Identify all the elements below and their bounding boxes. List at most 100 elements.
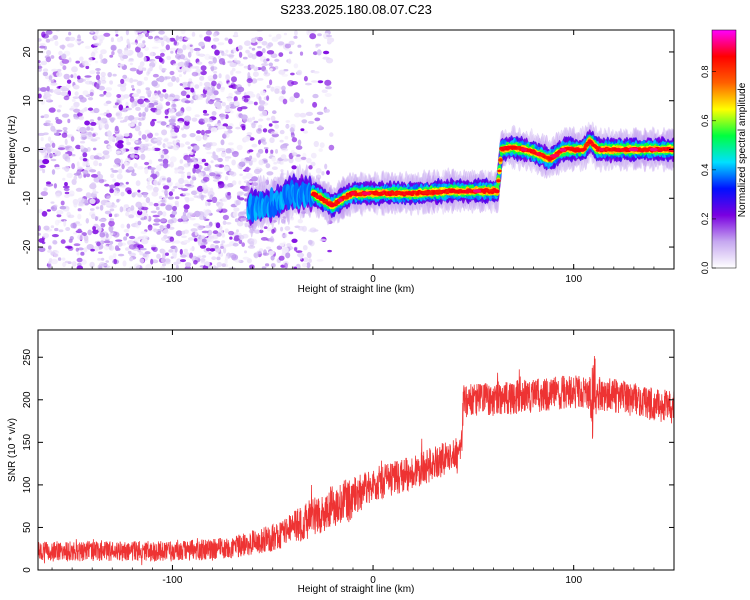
noise-speckle: [137, 42, 145, 48]
ridge-peak: [327, 203, 337, 207]
noise-speckle: [153, 186, 159, 193]
noise-speckle: [285, 252, 291, 259]
noise-speckle: [97, 174, 104, 180]
noise-speckle: [159, 96, 164, 102]
noise-speckle: [312, 51, 318, 56]
noise-speckle: [53, 88, 61, 95]
ridge-peak: [570, 147, 577, 152]
noise-speckle: [212, 234, 219, 239]
noise-speckle: [118, 104, 124, 111]
noise-speckle: [258, 104, 265, 112]
noise-speckle: [109, 184, 117, 189]
noise-speckle: [76, 223, 82, 226]
noise-speckle: [168, 108, 175, 114]
colorbar: 0.00.20.40.60.8 Normalized spectral ampl…: [700, 29, 748, 274]
noise-speckle: [157, 210, 163, 216]
noise-speckle: [201, 184, 208, 191]
noise-speckle: [310, 161, 316, 167]
noise-speckle: [233, 100, 240, 106]
noise-speckle: [106, 112, 112, 118]
y-tick-label: 200: [22, 391, 33, 408]
noise-speckle: [112, 178, 116, 183]
noise-speckle: [203, 167, 211, 172]
noise-speckle: [59, 205, 67, 210]
noise-speckle: [148, 159, 153, 165]
noise-speckle: [129, 77, 134, 84]
noise-speckle: [193, 160, 198, 165]
noise-speckle: [326, 170, 330, 176]
noise-speckle: [194, 231, 198, 236]
noise-speckle: [95, 74, 101, 81]
noise-speckle: [153, 228, 159, 233]
noise-speckle: [278, 69, 286, 75]
noise-speckle: [50, 201, 55, 204]
noise-speckle: [98, 162, 102, 167]
noise-speckle: [125, 211, 130, 217]
noise-speckle: [189, 217, 196, 221]
noise-speckle: [75, 247, 79, 252]
noise-speckle: [264, 69, 268, 75]
noise-speckle: [303, 257, 309, 263]
noise-speckle: [164, 76, 168, 81]
y-tick-label: 0: [22, 567, 33, 573]
noise-speckle: [261, 266, 267, 269]
noise-speckle: [174, 127, 180, 133]
noise-speckle: [96, 83, 100, 90]
noise-speckle: [263, 147, 269, 150]
noise-speckle: [139, 96, 146, 99]
noise-speckle: [197, 240, 204, 247]
noise-speckle: [141, 202, 147, 207]
noise-speckle: [262, 128, 268, 133]
noise-speckle: [49, 37, 54, 42]
noise-speckle: [284, 135, 289, 140]
noise-speckle: [64, 165, 70, 172]
noise-speckle: [180, 259, 186, 263]
noise-speckle: [228, 38, 233, 45]
noise-speckle: [70, 136, 75, 142]
noise-speckle: [293, 92, 300, 99]
noise-speckle: [123, 229, 130, 233]
noise-speckle: [261, 63, 269, 67]
noise-speckle: [207, 235, 214, 242]
noise-speckle: [135, 46, 141, 53]
noise-speckle: [212, 179, 220, 182]
snr-xlabel: Height of straight line (km): [298, 584, 415, 595]
noise-speckle: [93, 46, 99, 51]
noise-speckle: [95, 30, 99, 34]
noise-speckle: [327, 37, 335, 43]
x-tick-label: -100: [162, 274, 182, 285]
y-tick-label: 100: [22, 476, 33, 493]
noise-speckle: [216, 232, 222, 237]
noise-speckle: [308, 165, 313, 170]
noise-speckle: [157, 104, 164, 110]
noise-speckle: [38, 147, 46, 154]
noise-speckle: [131, 84, 135, 89]
noise-speckle: [197, 255, 202, 259]
noise-speckle: [71, 154, 76, 157]
noise-speckle: [52, 239, 58, 245]
noise-speckle: [238, 51, 243, 58]
noise-speckle: [316, 111, 324, 116]
noise-speckle: [148, 167, 156, 171]
noise-speckle: [127, 240, 135, 246]
noise-speckle: [233, 207, 240, 212]
noise-speckle: [214, 245, 219, 249]
noise-speckle: [183, 179, 189, 184]
noise-speckle: [256, 128, 263, 134]
noise-speckle: [71, 99, 76, 102]
noise-speckle: [113, 164, 119, 168]
noise-speckle: [211, 256, 217, 261]
noise-speckle: [103, 240, 111, 244]
noise-speckle: [193, 47, 201, 52]
noise-speckle: [175, 264, 179, 269]
noise-speckle: [109, 218, 114, 222]
spectrogram-heatmap: [38, 30, 674, 269]
noise-speckle: [67, 214, 75, 219]
noise-speckle: [235, 70, 242, 74]
noise-speckle: [309, 33, 317, 40]
noise-speckle: [58, 229, 64, 233]
noise-speckle: [189, 180, 194, 185]
noise-speckle: [205, 224, 212, 229]
noise-speckle: [131, 102, 135, 109]
noise-speckle: [261, 110, 268, 117]
